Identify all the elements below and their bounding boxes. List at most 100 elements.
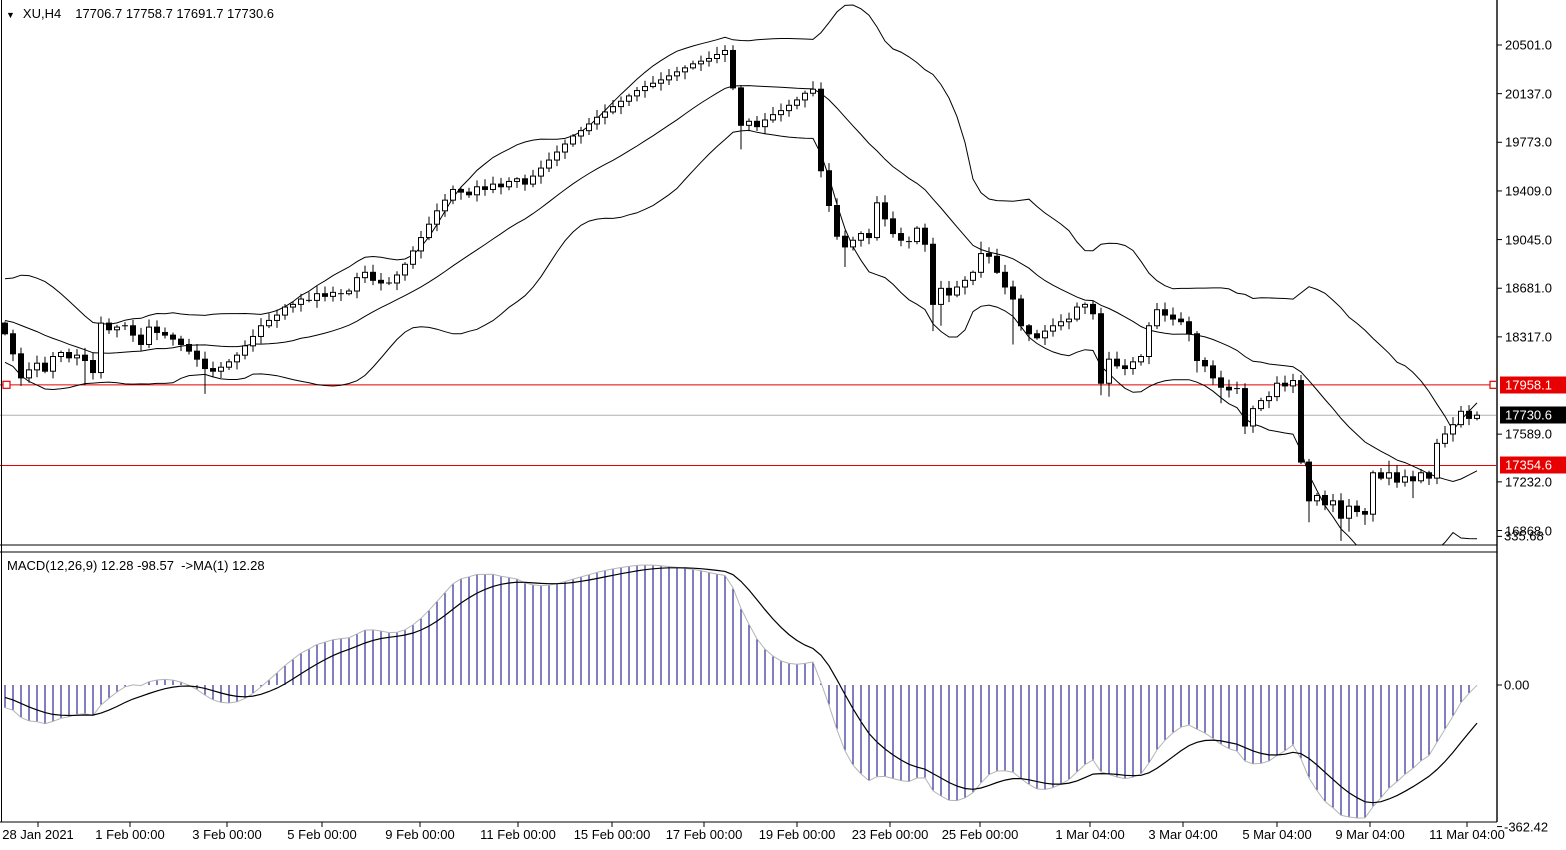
bear-candle xyxy=(466,191,472,196)
bull-candle xyxy=(442,199,448,212)
bear-candle xyxy=(194,350,200,360)
bull-candle xyxy=(658,79,664,84)
bull-candle xyxy=(570,135,576,145)
main-chart-area[interactable] xyxy=(0,4,1497,560)
ohlc-values: 17706.7 17758.7 17691.7 17730.6 xyxy=(75,6,275,21)
bollinger-upper-band[interactable] xyxy=(4,4,1478,432)
bear-candle xyxy=(42,362,48,372)
macd-signal-line xyxy=(4,567,1478,804)
bull-candle xyxy=(698,60,704,65)
bull-candle xyxy=(514,178,520,182)
bear-candle xyxy=(1122,365,1128,370)
bull-candle xyxy=(58,351,64,358)
date-label[interactable]: 19 Feb 00:00 xyxy=(758,827,836,842)
price-axis-label: 20137.0 xyxy=(1505,86,1552,102)
price-axis-label: 18681.0 xyxy=(1505,280,1552,296)
bear-candle xyxy=(930,243,936,305)
bear-candle xyxy=(1010,286,1016,300)
bear-candle xyxy=(170,334,176,340)
bull-candle xyxy=(1346,505,1352,519)
date-label[interactable]: 9 Mar 04:00 xyxy=(1335,827,1405,842)
bear-candle xyxy=(1426,472,1432,479)
bull-candle xyxy=(146,326,152,345)
bull-candle xyxy=(258,325,264,337)
date-label[interactable]: 1 Mar 04:00 xyxy=(1055,827,1125,842)
collapse-indicator-icon[interactable]: ▼ xyxy=(6,9,15,20)
bear-candle xyxy=(1322,494,1328,506)
bull-candle xyxy=(1074,306,1080,320)
bear-candle xyxy=(890,218,896,235)
price-axis-label: 18317.0 xyxy=(1505,329,1552,345)
bear-candle xyxy=(154,326,160,333)
date-label[interactable]: 3 Mar 04:00 xyxy=(1148,827,1218,842)
bull-candle xyxy=(602,111,608,118)
chart-title: ▼ XU,H4 17706.7 17758.7 17691.7 17730.6 xyxy=(6,6,274,21)
date-label[interactable]: 5 Mar 04:00 xyxy=(1242,827,1312,842)
bear-candle xyxy=(90,360,96,374)
bear-candle xyxy=(1410,476,1416,482)
bull-candle xyxy=(634,90,640,97)
date-label[interactable]: 1 Feb 00:00 xyxy=(95,827,165,842)
bull-candle xyxy=(1130,361,1136,370)
price-axis-label: 17589.0 xyxy=(1505,426,1552,442)
bear-candle xyxy=(1218,377,1224,388)
price-line-badge: 17354.6 xyxy=(1500,456,1566,474)
bear-candle xyxy=(1114,358,1120,367)
bull-candle xyxy=(218,366,224,372)
bull-candle xyxy=(1290,380,1296,387)
bull-candle xyxy=(1402,476,1408,483)
bull-candle xyxy=(1330,500,1336,506)
bear-candle xyxy=(826,170,832,206)
bear-candle xyxy=(1466,410,1472,419)
date-label[interactable]: 11 Feb 00:00 xyxy=(480,827,556,842)
line-anchor-handle[interactable] xyxy=(2,380,11,389)
date-label[interactable]: 25 Feb 00:00 xyxy=(941,827,1019,842)
bull-candle xyxy=(594,116,600,125)
bull-candle xyxy=(938,287,944,305)
bull-candle xyxy=(610,106,616,113)
bear-candle xyxy=(738,87,744,126)
bollinger-lower-band[interactable] xyxy=(4,129,1478,560)
bull-candle xyxy=(1146,325,1152,358)
bear-candle xyxy=(138,334,144,345)
bull-candle xyxy=(874,202,880,239)
bull-candle xyxy=(298,298,304,305)
date-label[interactable]: 3 Feb 00:00 xyxy=(192,827,262,842)
date-label[interactable]: 9 Feb 00:00 xyxy=(385,827,455,842)
date-label[interactable]: 11 Mar 04:00 xyxy=(1429,827,1505,842)
bull-candle xyxy=(1050,325,1056,332)
bear-candle xyxy=(18,353,24,379)
bull-candle xyxy=(562,143,568,153)
bear-candle xyxy=(1018,298,1024,327)
bull-candle xyxy=(778,110,784,116)
date-label[interactable]: 5 Feb 00:00 xyxy=(287,827,357,842)
bull-candle xyxy=(474,186,480,196)
bear-candle xyxy=(178,338,184,345)
bear-candle xyxy=(498,183,504,188)
date-label[interactable]: 23 Feb 00:00 xyxy=(851,827,929,842)
bull-candle xyxy=(970,271,976,281)
bull-candle xyxy=(810,88,816,94)
bear-candle xyxy=(522,178,528,185)
bull-candle xyxy=(554,151,560,161)
price-axis-label: 20501.0 xyxy=(1505,37,1552,53)
date-label[interactable]: 28 Jan 2021 xyxy=(2,827,74,842)
bull-candle xyxy=(1082,303,1088,308)
bear-candle xyxy=(1002,271,1008,288)
bear-candle xyxy=(162,331,168,336)
macd-panel-area[interactable] xyxy=(4,564,1478,819)
date-label[interactable]: 17 Feb 00:00 xyxy=(665,827,743,842)
symbol-period-label: XU,H4 xyxy=(22,6,62,21)
bull-candle xyxy=(1274,382,1280,398)
bull-candle xyxy=(450,188,456,201)
bear-candle xyxy=(882,202,888,220)
bull-candle xyxy=(642,86,648,92)
macd-envelope-line xyxy=(4,564,1478,819)
bull-candle xyxy=(34,362,40,371)
line-anchor-handle[interactable] xyxy=(1489,380,1497,389)
macd-indicator-label: MACD(12,26,9) 12.28 -98.57 ->MA(1) 12.28 xyxy=(7,558,265,573)
bear-candle xyxy=(1090,303,1096,315)
bull-candle xyxy=(858,233,864,241)
date-label[interactable]: 15 Feb 00:00 xyxy=(573,827,651,842)
